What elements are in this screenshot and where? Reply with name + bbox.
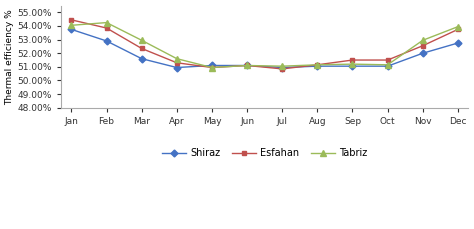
Shiraz [420, 52, 426, 55]
Esfahan [139, 47, 145, 50]
Tabriz [315, 63, 320, 66]
Esfahan [69, 19, 74, 21]
Shiraz [315, 65, 320, 68]
Line: Tabriz: Tabriz [69, 20, 461, 70]
Tabriz [279, 65, 285, 68]
Tabriz [455, 25, 461, 28]
Esfahan [315, 63, 320, 66]
Shiraz [139, 57, 145, 60]
Tabriz [385, 63, 391, 66]
Shiraz [279, 66, 285, 69]
Esfahan [455, 28, 461, 31]
Esfahan [209, 66, 215, 69]
Shiraz [455, 42, 461, 44]
Shiraz [69, 28, 74, 31]
Tabriz [244, 64, 250, 67]
Line: Esfahan: Esfahan [69, 17, 460, 71]
Esfahan [385, 59, 391, 61]
Shiraz [350, 65, 356, 68]
Shiraz [174, 66, 180, 69]
Shiraz [104, 40, 109, 42]
Y-axis label: Thermal efficiency %: Thermal efficiency % [6, 9, 15, 104]
Line: Shiraz: Shiraz [69, 27, 460, 70]
Tabriz [174, 57, 180, 60]
Tabriz [139, 39, 145, 42]
Esfahan [279, 68, 285, 70]
Tabriz [69, 24, 74, 27]
Esfahan [350, 59, 356, 61]
Tabriz [104, 21, 109, 24]
Esfahan [420, 44, 426, 47]
Tabriz [350, 63, 356, 65]
Esfahan [104, 27, 109, 29]
Shiraz [244, 64, 250, 67]
Shiraz [209, 64, 215, 67]
Esfahan [244, 64, 250, 67]
Tabriz [209, 66, 215, 69]
Shiraz [385, 65, 391, 68]
Esfahan [174, 61, 180, 64]
Tabriz [420, 39, 426, 42]
Legend: Shiraz, Esfahan, Tabriz: Shiraz, Esfahan, Tabriz [158, 144, 371, 162]
